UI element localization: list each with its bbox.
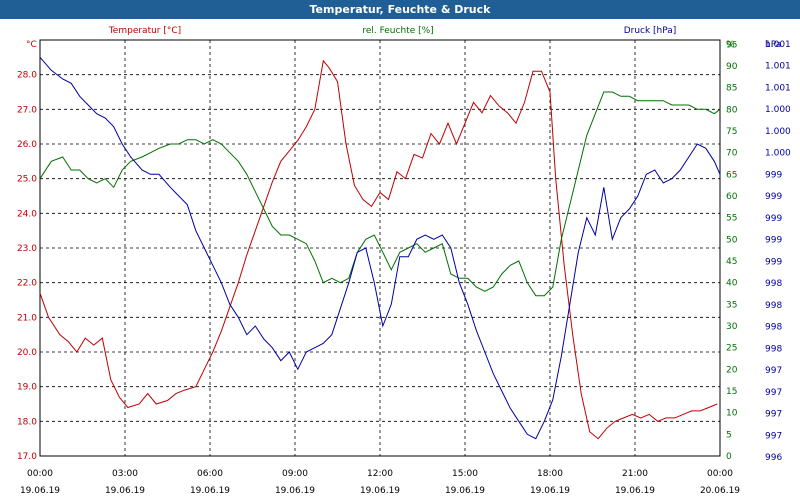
pressure-tick-label: 1.001 (765, 40, 791, 50)
pressure-tick-label: 998 (765, 323, 782, 333)
x-tick-date: 19.06.19 (105, 486, 145, 496)
humidity-tick-label: 65 (726, 170, 737, 180)
pressure-tick-label: 999 (765, 170, 782, 180)
temperature-tick-label: 17.0 (17, 452, 37, 462)
temperature-tick-label: 18.0 (17, 417, 37, 427)
pressure-tick-label: 998 (765, 344, 782, 354)
humidity-tick-label: 70 (726, 149, 738, 159)
humidity-tick-label: 75 (726, 127, 737, 137)
x-tick-date: 19.06.19 (445, 486, 485, 496)
humidity-tick-label: 90 (726, 62, 738, 72)
pressure-tick-label: 999 (765, 257, 782, 267)
temperature-tick-label: 27.0 (17, 105, 37, 115)
pressure-tick-label: 999 (765, 214, 782, 224)
pressure-tick-label: 997 (765, 431, 782, 441)
humidity-tick-label: 0 (726, 452, 732, 462)
pressure-tick-label: 997 (765, 366, 782, 376)
humidity-tick-label: 35 (726, 300, 737, 310)
x-tick-time: 03:00 (112, 469, 138, 479)
temperature-axis-label: Temperatur [°C] (108, 26, 181, 36)
humidity-tick-label: 5 (726, 430, 732, 440)
x-axis: 00:00 19.06.19 03:00 19.06.19 06:00 19.06.19 0… (20, 469, 740, 496)
humidity-tick-label: 25 (726, 344, 737, 354)
humidity-axis: 0 5 10 15 20 25 30 35 40 45 50 55 60 65 70 75 80 85 90 95 (726, 40, 738, 462)
x-tick-date: 19.06.19 (615, 486, 655, 496)
x-tick-date: 20.06.19 (700, 486, 740, 496)
temperature-tick-label: 21.0 (17, 313, 37, 323)
humidity-tick-label: 55 (726, 214, 737, 224)
x-tick-time: 06:00 (197, 469, 223, 479)
humidity-tick-label: 30 (726, 322, 738, 332)
pressure-tick-label: 998 (765, 301, 782, 311)
x-tick-date: 19.06.19 (190, 486, 230, 496)
temperature-tick-label: 19.0 (17, 383, 37, 393)
humidity-axis-label: rel. Feuchte [%] (362, 26, 433, 36)
pressure-axis: 996 997 997 997 997 998 998 998 998 999 999 999 999 9… (765, 40, 791, 463)
temperature-axis: 17.0 18.0 19.0 20.0 21.0 22.0 23.0 24.0 25.0 26.0… (17, 71, 37, 462)
humidity-tick-label: 45 (726, 257, 737, 267)
x-tick-date: 19.06.19 (530, 486, 570, 496)
humidity-tick-label: 10 (726, 409, 738, 419)
x-tick-time: 15:00 (452, 469, 478, 479)
humidity-tick-label: 15 (726, 387, 737, 397)
pressure-axis-label: Druck [hPa] (624, 26, 677, 36)
x-tick-time: 12:00 (367, 469, 393, 479)
temperature-tick-label: 28.0 (17, 71, 37, 81)
temperature-tick-label: 20.0 (17, 348, 37, 358)
x-tick-date: 19.06.19 (275, 486, 315, 496)
grid (40, 40, 720, 456)
humidity-tick-label: 95 (726, 40, 737, 50)
humidity-series-line (39, 91, 721, 297)
pressure-tick-label: 1.000 (765, 127, 791, 137)
humidity-tick-label: 80 (726, 105, 738, 115)
pressure-tick-label: 999 (765, 236, 782, 246)
temperature-tick-label: 23.0 (17, 244, 37, 254)
x-tick-time: 18:00 (537, 469, 563, 479)
pressure-tick-label: 997 (765, 388, 782, 398)
humidity-unit: % (726, 40, 735, 50)
pressure-tick-label: 998 (765, 279, 782, 289)
temperature-series-line (39, 59, 718, 440)
humidity-tick-label: 40 (726, 279, 738, 289)
pressure-tick-label: 1.000 (765, 149, 791, 159)
series-layer (39, 56, 721, 440)
temperature-tick-label: 22.0 (17, 279, 37, 289)
x-tick-time: 21:00 (622, 469, 648, 479)
x-tick-date: 19.06.19 (360, 486, 400, 496)
x-tick-time: 09:00 (282, 469, 308, 479)
pressure-series-line (39, 56, 721, 440)
x-tick-date: 19.06.19 (20, 486, 60, 496)
pressure-tick-label: 996 (765, 453, 782, 463)
temperature-tick-label: 26.0 (17, 140, 37, 150)
pressure-tick-label: 1.001 (765, 83, 791, 93)
x-tick-time: 00:00 (707, 469, 733, 479)
pressure-tick-label: 1.000 (765, 105, 791, 115)
humidity-tick-label: 85 (726, 84, 737, 94)
temperature-tick-label: 24.0 (17, 209, 37, 219)
humidity-tick-label: 50 (726, 235, 738, 245)
pressure-tick-label: 997 (765, 410, 782, 420)
window-title: Temperatur, Feuchte & Druck (0, 0, 800, 19)
humidity-tick-label: 60 (726, 192, 738, 202)
temperature-tick-label: 25.0 (17, 175, 37, 185)
pressure-unit: hPa (765, 40, 781, 50)
pressure-tick-label: 1.001 (765, 62, 791, 72)
humidity-tick-label: 20 (726, 365, 738, 375)
x-tick-time: 00:00 (27, 469, 53, 479)
pressure-tick-label: 999 (765, 192, 782, 202)
temperature-unit: °C (26, 40, 37, 50)
